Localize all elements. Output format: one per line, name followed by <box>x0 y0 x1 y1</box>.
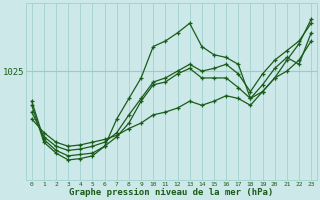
X-axis label: Graphe pression niveau de la mer (hPa): Graphe pression niveau de la mer (hPa) <box>69 188 274 197</box>
